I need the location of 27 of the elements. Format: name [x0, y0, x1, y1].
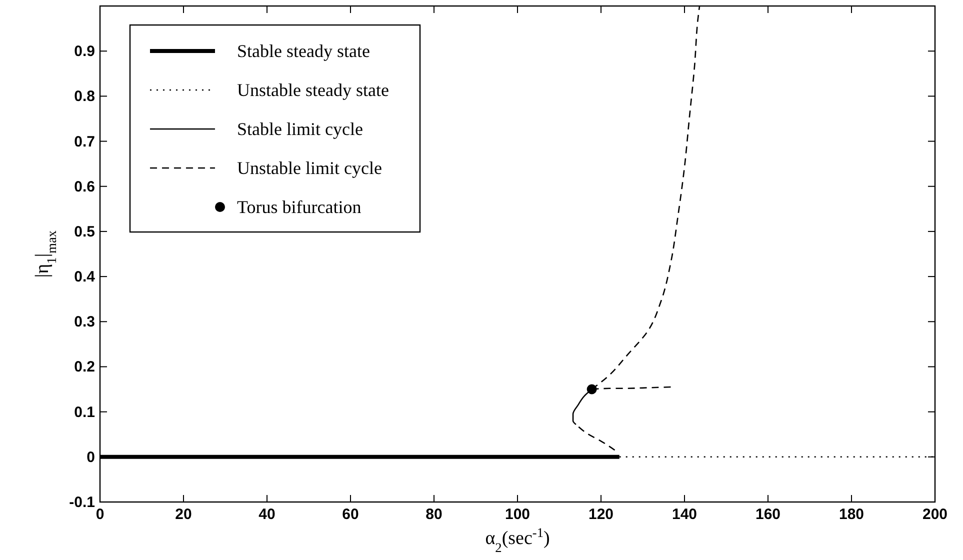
- y-tick-label: 0.3: [74, 314, 95, 331]
- legend-label: Stable steady state: [237, 41, 370, 61]
- x-axis-title: α$_{2}$(sec$^{-1}$): [485, 524, 550, 554]
- y-tick-label: 0.9: [74, 43, 95, 60]
- x-tick-label: 200: [922, 506, 948, 523]
- legend-label: Unstable limit cycle: [237, 158, 382, 178]
- x-tick-label: 180: [838, 506, 864, 523]
- y-tick-label: 0.5: [74, 223, 95, 240]
- y-tick-label: 0.8: [74, 88, 95, 106]
- legend-label: Stable limit cycle: [237, 119, 363, 139]
- legend-label: Unstable steady state: [237, 80, 389, 100]
- x-tick-label: 160: [755, 506, 781, 523]
- y-tick-label: 0.7: [74, 133, 95, 150]
- legend-label: Torus bifurcation: [237, 197, 362, 217]
- x-tick-label: 100: [504, 506, 530, 523]
- x-tick-label: 40: [258, 506, 276, 523]
- x-tick-label: 140: [672, 506, 698, 523]
- y-tick-label: 0.6: [74, 178, 95, 196]
- y-tick-label: 0.1: [74, 404, 95, 421]
- x-tick-label: 20: [175, 506, 192, 523]
- y-tick-label: 0: [86, 448, 95, 466]
- x-tick-label: 120: [588, 506, 614, 523]
- y-tick-label: 0.4: [74, 268, 96, 286]
- x-tick-label: 80: [426, 506, 442, 523]
- y-tick-label: 0.2: [74, 358, 95, 376]
- x-tick-label: 60: [342, 506, 359, 523]
- y-tick-label: -0.1: [69, 494, 95, 511]
